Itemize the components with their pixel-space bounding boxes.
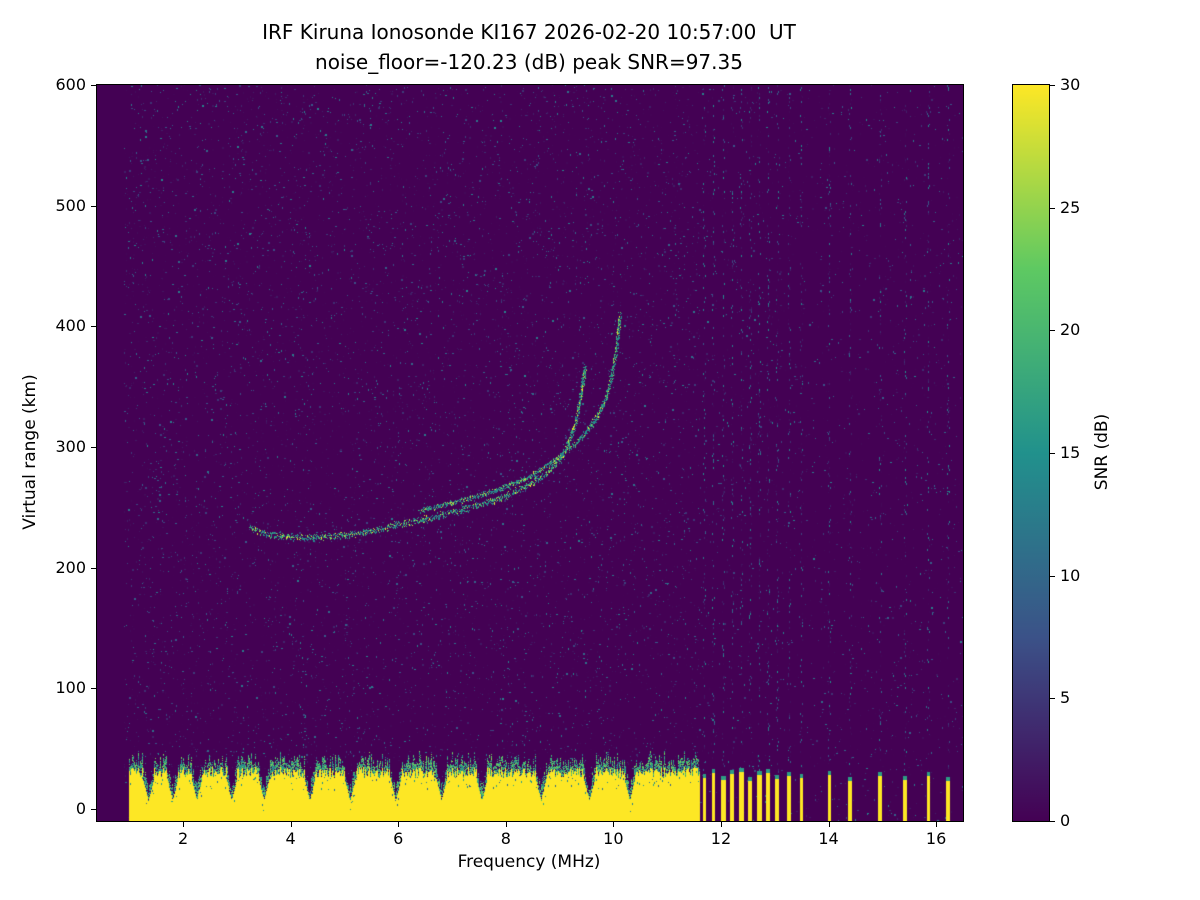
x-tick-mark bbox=[936, 822, 938, 827]
colorbar-tick-mark bbox=[1050, 453, 1055, 454]
x-tick-mark bbox=[720, 822, 722, 827]
colorbar-tick-label: 25 bbox=[1060, 197, 1081, 217]
x-tick-mark bbox=[613, 822, 615, 827]
y-tick-mark bbox=[91, 567, 96, 569]
colorbar-gradient bbox=[1012, 84, 1050, 822]
x-tick-label: 6 bbox=[393, 829, 404, 848]
colorbar-tick-label: 5 bbox=[1060, 688, 1071, 708]
y-tick-label: 500 bbox=[55, 195, 86, 215]
colorbar-tick-label: 0 bbox=[1060, 811, 1071, 830]
y-tick-mark bbox=[91, 205, 96, 207]
chart-subtitle: noise_floor=-120.23 (dB) peak SNR=97.35 bbox=[315, 50, 743, 74]
x-tick-label: 10 bbox=[603, 829, 624, 848]
x-tick-label: 16 bbox=[925, 829, 947, 848]
y-axis-label: Virtual range (km) bbox=[20, 374, 40, 530]
colorbar-tick-mark bbox=[1050, 698, 1055, 700]
y-tick-label: 300 bbox=[55, 436, 86, 456]
y-tick-label: 400 bbox=[55, 316, 86, 336]
x-tick-label: 12 bbox=[710, 829, 732, 848]
y-tick-mark bbox=[91, 808, 96, 810]
x-tick-label: 2 bbox=[177, 829, 189, 848]
x-tick-mark bbox=[505, 822, 507, 827]
x-tick-label: 14 bbox=[818, 829, 839, 848]
y-tick-mark bbox=[91, 688, 96, 690]
y-tick-mark bbox=[91, 85, 96, 86]
colorbar-tick-label: 20 bbox=[1060, 320, 1081, 340]
heatmap-plot-area bbox=[96, 84, 964, 822]
colorbar-tick-mark bbox=[1050, 330, 1055, 332]
y-tick-mark bbox=[91, 446, 96, 448]
y-tick-label: 200 bbox=[55, 557, 86, 577]
x-tick-label: 8 bbox=[500, 829, 511, 848]
colorbar-tick-label: 10 bbox=[1060, 565, 1081, 585]
chart-title: IRF Kiruna Ionosonde KI167 2026-02-20 10… bbox=[262, 20, 796, 44]
colorbar-label: SNR (dB) bbox=[1092, 413, 1112, 491]
colorbar-tick-mark bbox=[1050, 85, 1055, 86]
y-tick-label: 100 bbox=[55, 678, 86, 698]
x-tick-mark bbox=[828, 822, 830, 827]
y-tick-mark bbox=[91, 326, 96, 328]
colorbar-tick-mark bbox=[1050, 207, 1055, 209]
x-tick-mark bbox=[183, 822, 185, 827]
x-tick-mark bbox=[290, 822, 292, 827]
colorbar-tick-mark bbox=[1050, 821, 1055, 822]
y-tick-label: 600 bbox=[55, 75, 86, 94]
x-tick-label: 4 bbox=[285, 829, 296, 848]
ionogram-heatmap-canvas bbox=[97, 85, 963, 821]
colorbar-tick-label: 30 bbox=[1060, 75, 1081, 94]
x-tick-mark bbox=[398, 822, 400, 827]
colorbar-tick-label: 15 bbox=[1060, 443, 1081, 462]
x-axis-label: Frequency (MHz) bbox=[457, 852, 601, 872]
y-tick-label: 0 bbox=[75, 798, 86, 818]
colorbar-tick-mark bbox=[1050, 575, 1055, 577]
